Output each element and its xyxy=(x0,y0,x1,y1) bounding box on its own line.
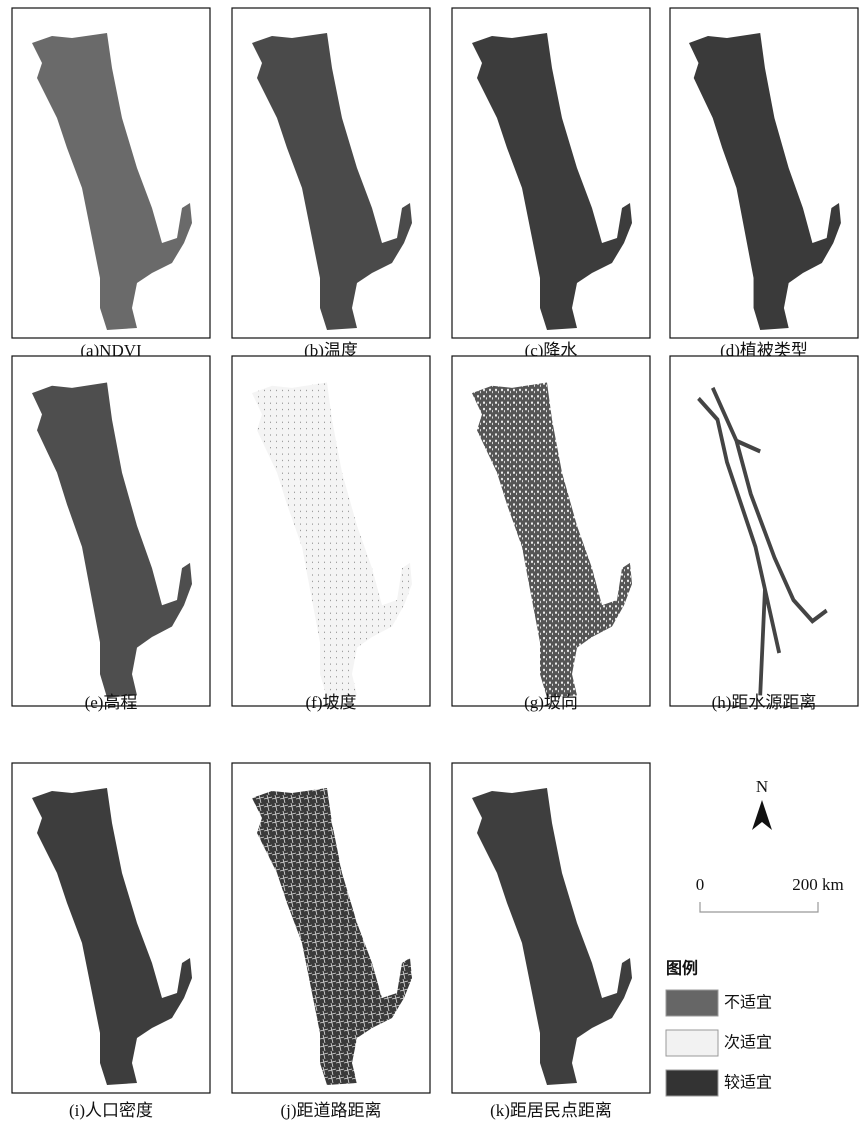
map-panel: (k)距居民点距离 xyxy=(452,763,650,1120)
panel-caption: (j)距道路距离 xyxy=(280,1101,381,1120)
panel-caption: (e)高程 xyxy=(85,693,138,712)
map-panel: (e)高程 xyxy=(12,356,210,712)
figure: (a)NDVI(b)温度(c)降水(d)植被类型 (e)高程 (f)坡度 (g)坡向 (… xyxy=(0,0,861,1130)
map-panel: (b)温度 xyxy=(232,8,430,360)
map-panel: (d)植被类型 xyxy=(670,8,858,360)
panel-caption: (f)坡度 xyxy=(306,693,357,712)
scale-bar: 0 200 km xyxy=(696,875,844,912)
north-label: N xyxy=(756,777,768,796)
legend-title: 图例 xyxy=(666,959,698,978)
legend: 图例 不适宜 次适宜 较适宜 xyxy=(666,959,772,1097)
panel-caption: (i)人口密度 xyxy=(69,1101,153,1120)
map-panel: (c)降水 xyxy=(452,8,650,360)
panel-caption: (g)坡向 xyxy=(524,693,578,712)
map-panel: (a)NDVI xyxy=(12,8,210,360)
map-panel: (j)距道路距离 xyxy=(232,763,430,1120)
panel-caption: (k)距居民点距离 xyxy=(490,1101,612,1120)
map-panel: (f)坡度 xyxy=(232,356,430,712)
map-panel: (h)距水源距离 xyxy=(670,356,858,712)
legend-item: 次适宜 xyxy=(724,1033,772,1052)
legend-item: 不适宜 xyxy=(724,993,772,1012)
north-arrow: N xyxy=(752,777,772,830)
scale-start: 0 xyxy=(696,875,705,894)
map-panel: (g)坡向 xyxy=(452,356,650,712)
scale-end: 200 km xyxy=(792,875,843,894)
legend-item: 较适宜 xyxy=(724,1073,772,1092)
map-panel: (i)人口密度 xyxy=(12,763,210,1120)
panel-caption: (h)距水源距离 xyxy=(712,693,817,712)
